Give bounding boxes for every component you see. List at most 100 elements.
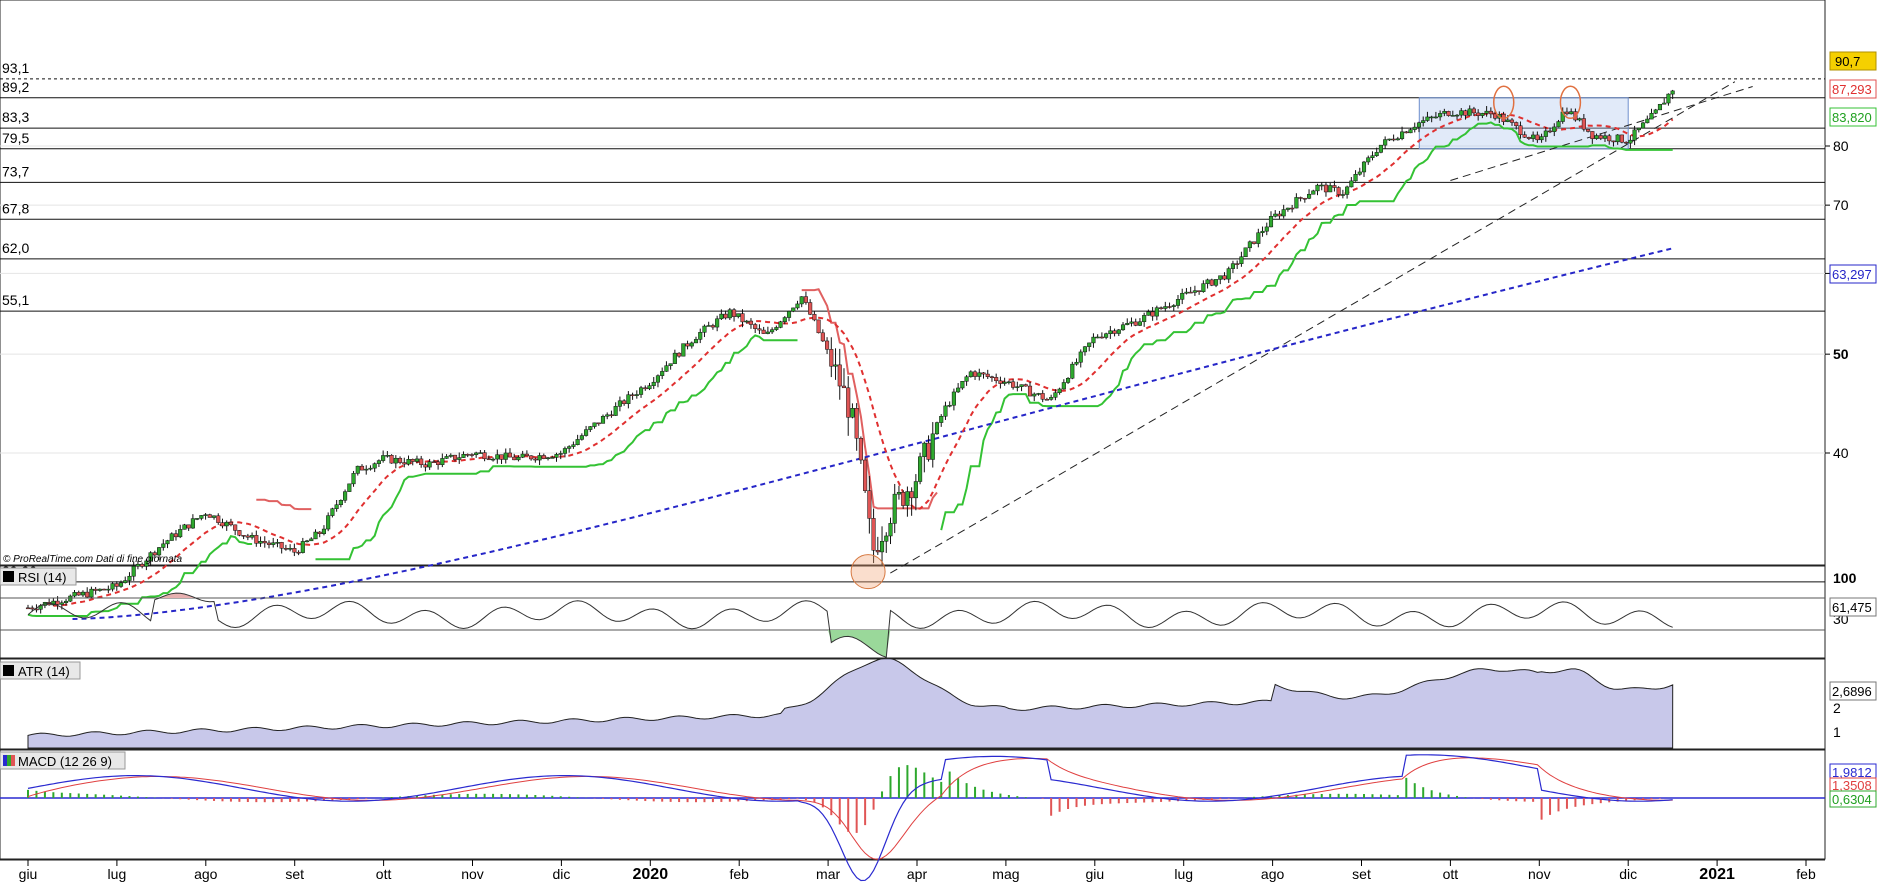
candle-body xyxy=(592,422,597,427)
candle-body xyxy=(271,542,276,545)
macd-hist-bar xyxy=(914,767,917,798)
time-axis-label: nov xyxy=(461,866,484,882)
candle-body xyxy=(1391,138,1396,141)
candle-body xyxy=(118,582,124,587)
rsi-oversold-fill xyxy=(828,630,891,658)
candle-body xyxy=(1057,388,1062,393)
candle-body xyxy=(224,521,229,527)
candle-body xyxy=(1294,197,1299,209)
candle-body xyxy=(1594,135,1599,139)
candle-body xyxy=(330,508,335,516)
price-gridlines xyxy=(0,145,1825,454)
candle-body xyxy=(892,493,897,524)
macd-hist-bar xyxy=(449,794,452,798)
macd-hist-bar xyxy=(957,778,960,798)
time-axis-label: giu xyxy=(1085,866,1104,882)
time-axis-label: ott xyxy=(1443,866,1459,882)
candle-body xyxy=(1624,141,1629,144)
macd-hist-bar xyxy=(568,796,571,798)
candle-body xyxy=(1340,194,1345,196)
macd-hist-bar xyxy=(551,795,554,798)
macd-hist-bar xyxy=(525,794,528,798)
candle-body xyxy=(1019,384,1024,387)
candle-body xyxy=(1302,197,1307,200)
macd-hist-bar xyxy=(872,798,875,810)
candle-body xyxy=(943,405,948,417)
candle-body xyxy=(1361,161,1367,173)
candle-body xyxy=(571,444,576,447)
macd-hist-bar xyxy=(1396,795,1399,798)
candle-body xyxy=(1175,299,1181,306)
macd-hist-bar xyxy=(27,789,29,798)
macd-hist-bar xyxy=(77,793,80,798)
candle-body xyxy=(520,453,525,458)
macd-hist-bar xyxy=(652,798,655,802)
macd-hist-bar xyxy=(1363,794,1366,798)
last-price-tag: 90,7 xyxy=(1835,54,1860,69)
candle-body xyxy=(918,456,923,482)
macd-hist-bar xyxy=(86,793,89,798)
candle-body xyxy=(989,376,995,378)
candle-body xyxy=(791,307,796,312)
macd-label: MACD (12 26 9) xyxy=(18,754,112,769)
candle-body xyxy=(795,303,800,309)
candle-body xyxy=(76,592,81,596)
level-label: 83,3 xyxy=(2,109,29,125)
candle-body xyxy=(638,387,644,395)
candle-body xyxy=(863,459,868,491)
candle-body xyxy=(753,324,758,329)
candle-body xyxy=(114,583,119,587)
candle-body xyxy=(977,372,982,377)
level-label: 89,2 xyxy=(2,79,29,95)
macd-hist-bar xyxy=(804,798,807,801)
macd-hist-bar xyxy=(813,798,816,803)
macd-hist-bar xyxy=(754,798,757,801)
candle-body xyxy=(609,414,614,417)
candle-body xyxy=(1142,315,1147,323)
candle-body xyxy=(368,467,373,470)
candle-body xyxy=(1547,130,1553,133)
candle-body xyxy=(947,404,952,407)
candle-body xyxy=(1213,279,1219,286)
macd-histogram xyxy=(27,765,1670,833)
macd-hist-bar xyxy=(1083,798,1086,806)
candle-body xyxy=(1653,109,1658,114)
atr-area xyxy=(27,657,1674,749)
candle-body xyxy=(550,457,555,459)
candle-body xyxy=(1049,397,1054,400)
macd-hist-bar xyxy=(990,791,993,798)
macd-hist-bar xyxy=(179,798,182,800)
candle-body xyxy=(1239,256,1244,264)
candle-body xyxy=(1319,184,1324,187)
macd-hist-bar xyxy=(1007,794,1010,798)
candle-body xyxy=(1463,110,1468,116)
macd-hist-bar xyxy=(136,796,139,798)
candle-body xyxy=(1531,134,1536,139)
atr-label: ATR (14) xyxy=(18,664,70,679)
time-axis-label: mag xyxy=(992,866,1019,882)
time-axis-label: lug xyxy=(1174,866,1193,882)
candle-body xyxy=(588,426,593,430)
candle-body xyxy=(152,552,157,556)
candle-body xyxy=(524,453,529,457)
candle-body xyxy=(135,563,140,567)
macd-hist-bar xyxy=(1024,797,1027,798)
candle-body xyxy=(1471,108,1476,114)
macd-hist-bar xyxy=(263,798,266,803)
candle-body xyxy=(985,373,990,377)
candle-body xyxy=(1514,122,1519,126)
time-axis-label: ago xyxy=(1261,866,1285,882)
macd-hist-bar xyxy=(686,798,689,803)
candle-body xyxy=(1040,393,1045,400)
candle-body xyxy=(1649,113,1654,120)
candle-body xyxy=(1480,113,1485,116)
candle-body xyxy=(410,459,415,462)
candle-body xyxy=(491,458,496,461)
candle-body xyxy=(647,385,652,390)
candle-body xyxy=(258,541,263,544)
candle-body xyxy=(829,349,834,367)
macd-hist-bar xyxy=(255,798,258,803)
candle-body xyxy=(1602,135,1608,139)
time-axis-label: set xyxy=(285,866,304,882)
candle-body xyxy=(1091,336,1096,344)
